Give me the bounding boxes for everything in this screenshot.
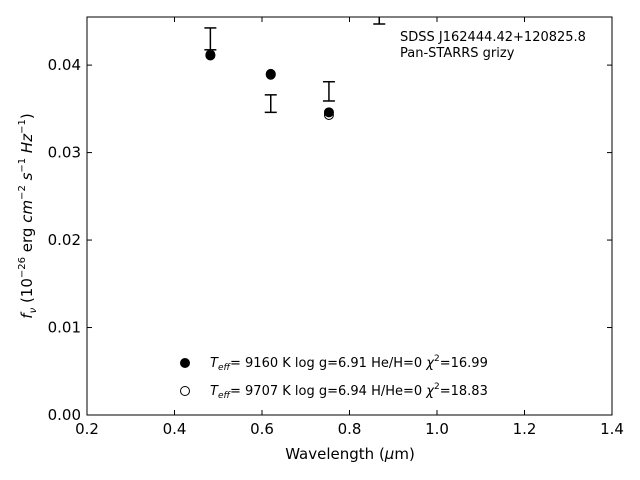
observed-errorbar (373, 17, 386, 25)
y-axis-label: fν (10−26 erg cm−2 s−1 Hz−1) (17, 113, 39, 318)
legend: Teff= 9160 K log g=6.91 He/H=0 χ2=16.99 … (180, 354, 488, 401)
y-tick-label: 0.03 (48, 144, 81, 162)
annotation-line-1: SDSS J162444.42+120825.8 (400, 30, 586, 45)
x-tick-label: 1.2 (513, 420, 537, 438)
x-tick-label: 0.8 (338, 420, 362, 438)
x-tick-label: 0.4 (163, 420, 187, 438)
observed-errorbar (204, 27, 217, 51)
y-tick-label: 0.04 (48, 56, 81, 74)
model-point-open (265, 69, 276, 80)
observed-errorbar (264, 94, 277, 114)
x-tick-label: 0.6 (250, 420, 274, 438)
x-tick-label: 0.2 (75, 420, 99, 438)
y-tick-label: 0.01 (48, 319, 81, 337)
x-tick-label: 1.4 (600, 420, 624, 438)
annotation-line-2: Pan-STARRS grizy (400, 46, 515, 61)
observed-errorbar (322, 80, 335, 102)
model-point-open (205, 49, 216, 60)
data-points (204, 17, 386, 120)
y-tick-label: 0.02 (48, 231, 81, 249)
model-point-open (323, 109, 334, 120)
x-tick-label: 1.0 (425, 420, 449, 438)
axis-ticks: 0.2 0.4 0.6 0.8 1.0 1.2 1.4 0.00 0.01 0.02 0.03 0.0… (48, 17, 624, 438)
legend-marker-filled (180, 358, 190, 368)
model-point-filled (323, 107, 334, 118)
y-tick-label: 0.00 (48, 406, 81, 424)
legend-entry-2: Teff= 9707 K log g=6.94 H/He=0 χ2=18.83 (210, 382, 488, 401)
legend-entry-1: Teff= 9160 K log g=6.91 He/H=0 χ2=16.99 (210, 354, 488, 373)
annotation: SDSS J162444.42+120825.8 Pan-STARRS griz… (400, 30, 586, 61)
legend-marker-open (180, 386, 190, 396)
x-axis-label: Wavelength (μm) (285, 445, 415, 463)
